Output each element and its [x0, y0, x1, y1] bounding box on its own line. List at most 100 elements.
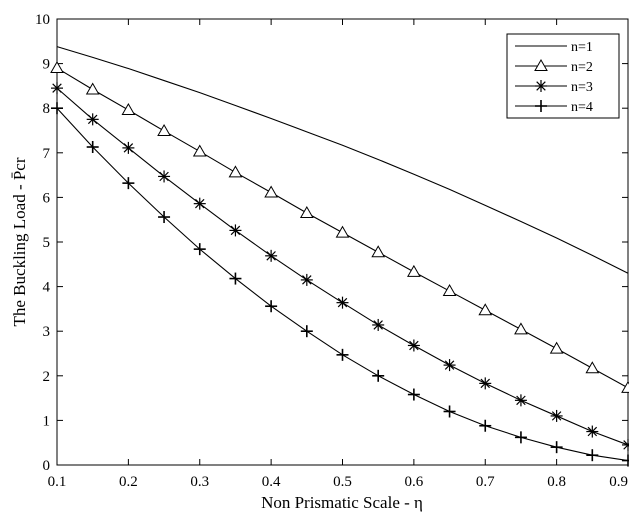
- asterisk-stroke: [337, 297, 348, 308]
- asterisk-stroke: [52, 83, 62, 93]
- asterisk-stroke: [587, 426, 598, 437]
- triangle-marker-shape: [264, 185, 278, 198]
- y-tick-label: 4: [43, 280, 51, 296]
- data-point: [443, 405, 456, 418]
- asterisk-stroke: [302, 275, 312, 285]
- legend-label: n=3: [571, 80, 593, 95]
- data-point: [372, 369, 385, 382]
- y-tick-label: 5: [43, 235, 51, 251]
- data-point: [514, 394, 527, 407]
- data-point: [300, 325, 313, 338]
- y-tick-label: 2: [43, 369, 51, 385]
- data-point: [622, 438, 629, 451]
- data-point: [51, 102, 63, 115]
- data-point: [193, 243, 206, 256]
- asterisk-stroke: [373, 320, 383, 330]
- data-point: [550, 409, 563, 422]
- data-point: [121, 102, 136, 115]
- data-point: [228, 165, 243, 178]
- data-point: [229, 272, 242, 285]
- asterisk-stroke: [123, 143, 134, 153]
- data-point: [585, 361, 600, 374]
- triangle-marker-shape: [585, 361, 600, 374]
- y-tick-label: 6: [43, 190, 51, 206]
- x-tick-label: 0.1: [48, 474, 67, 490]
- series-group: [50, 46, 629, 467]
- data-point: [158, 170, 171, 183]
- axis-ticks: 0.1 0.2 0.3 0.4 0.5 0.6 0.7 0.8 0.9 0 1 2 3 4 5 6 7 8 9 10: [35, 12, 629, 490]
- y-tick-label: 10: [35, 12, 50, 28]
- data-point: [371, 245, 386, 258]
- y-tick-label: 7: [43, 146, 51, 162]
- data-point: [86, 141, 99, 154]
- data-point: [86, 113, 99, 126]
- data-point: [514, 322, 528, 335]
- data-point: [407, 339, 420, 352]
- x-tick-label: 0.9: [609, 474, 628, 490]
- y-tick-label: 3: [43, 324, 51, 340]
- data-point: [479, 419, 492, 432]
- data-point: [51, 82, 63, 95]
- asterisk-stroke: [266, 251, 276, 261]
- series-n-4: [51, 102, 629, 467]
- triangle-marker-shape: [299, 206, 314, 219]
- legend-marker: [534, 58, 548, 71]
- triangle-marker-shape: [478, 303, 493, 316]
- data-point: [264, 185, 278, 198]
- triangle-marker-shape: [228, 165, 243, 178]
- data-point: [336, 348, 349, 361]
- x-tick-label: 0.3: [190, 474, 209, 490]
- y-tick-label: 0: [43, 458, 51, 474]
- data-point: [193, 197, 206, 210]
- asterisk-stroke: [623, 443, 629, 450]
- x-tick-label: 0.6: [405, 474, 424, 490]
- legend-label: n=4: [571, 100, 593, 115]
- legend-label: n=2: [571, 60, 593, 75]
- legend-entry: n=2: [515, 58, 593, 75]
- data-point: [122, 177, 135, 190]
- asterisk-stroke: [480, 378, 490, 389]
- data-point: [549, 341, 564, 354]
- triangle-marker-shape: [85, 82, 100, 95]
- data-point: [299, 206, 314, 219]
- triangle-marker-shape: [121, 102, 136, 115]
- triangle-marker-shape: [192, 144, 207, 157]
- y-tick-label: 8: [43, 101, 51, 117]
- data-point: [478, 303, 493, 316]
- data-point: [300, 273, 313, 286]
- data-point: [586, 449, 599, 462]
- series-n-3: [51, 82, 629, 451]
- asterisk-stroke: [195, 198, 205, 209]
- data-point: [443, 359, 456, 372]
- data-point: [550, 441, 563, 454]
- data-point: [85, 82, 100, 95]
- data-point: [621, 380, 629, 393]
- asterisk-stroke: [230, 225, 241, 236]
- triangle-marker-shape: [335, 225, 350, 238]
- data-point: [336, 296, 349, 309]
- data-point: [407, 388, 420, 401]
- triangle-marker-shape: [407, 264, 421, 277]
- x-tick-label: 0.7: [476, 474, 495, 490]
- asterisk-stroke: [551, 411, 562, 421]
- data-point: [192, 144, 207, 157]
- y-tick-label: 1: [43, 413, 51, 429]
- data-point: [265, 249, 278, 262]
- triangle-marker-shape: [534, 58, 548, 71]
- legend-box: [506, 33, 620, 119]
- triangle-marker-shape: [50, 61, 64, 74]
- legend-entry: n=4: [515, 100, 593, 115]
- legend-entry: n=1: [515, 40, 593, 55]
- data-point: [157, 123, 171, 136]
- y-tick-label: 9: [43, 57, 51, 73]
- triangle-marker-shape: [514, 322, 528, 335]
- asterisk-stroke: [87, 114, 98, 125]
- data-point: [122, 141, 135, 154]
- series-n-2: [50, 61, 629, 393]
- data-point: [158, 211, 171, 224]
- data-point: [407, 264, 421, 277]
- y-axis-label: The Buckling Load - P̄cr: [10, 157, 29, 326]
- data-point: [514, 431, 527, 444]
